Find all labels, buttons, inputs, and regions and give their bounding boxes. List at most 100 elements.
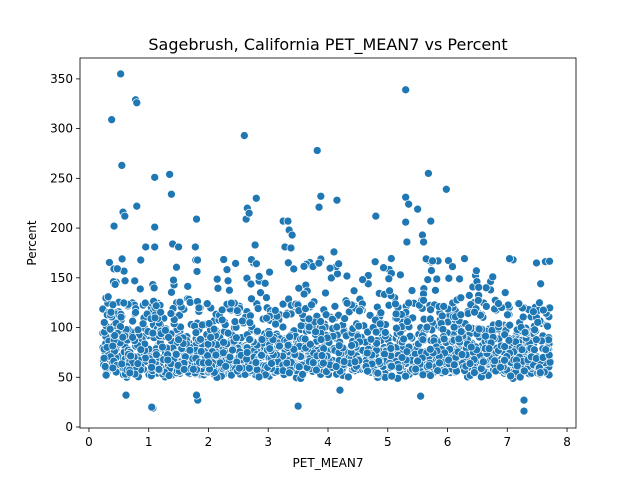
data-point [278,299,288,309]
data-point [423,275,433,285]
data-point [347,341,356,350]
data-point [217,315,227,325]
y-tick-label: 0 [65,420,73,434]
data-point [163,355,173,365]
data-point [136,345,146,355]
data-point [108,341,118,351]
data-point [131,308,140,317]
data-point [503,310,512,320]
data-point [174,335,183,345]
data-point [472,266,481,276]
data-point [196,335,205,344]
data-point [418,370,428,380]
y-axis-label: Percent [25,220,39,265]
data-point [148,328,158,338]
data-point [262,313,271,323]
data-point [419,296,428,305]
x-tick-label: 8 [563,435,571,449]
data-point [194,303,204,313]
data-point [413,204,422,214]
data-point [439,334,449,344]
data-point [328,314,337,324]
data-point [173,361,183,370]
data-point [543,321,552,331]
data-point [132,201,142,211]
data-point [404,199,414,209]
data-point [355,306,364,316]
data-point [488,272,498,282]
y-tick-label: 150 [50,271,73,285]
data-point [192,214,201,224]
data-point [474,324,484,334]
data-point [419,237,428,247]
data-point [504,336,514,345]
data-point [385,286,394,296]
data-point [512,361,522,371]
data-point [394,363,404,373]
data-point [514,299,524,309]
data-point [228,345,237,355]
x-axis-label: PET_MEAN7 [293,456,364,470]
data-point [350,357,360,367]
data-point [545,256,554,266]
data-point [311,327,320,337]
data-point [418,335,428,345]
data-point [294,362,304,372]
data-point [221,362,231,371]
data-point [494,299,503,308]
data-point [218,348,228,358]
data-point [403,317,412,326]
data-point [425,314,435,324]
data-point [505,320,515,330]
data-point [247,294,256,304]
data-point [518,312,528,322]
data-point [296,321,306,331]
data-point [484,344,494,353]
data-point [254,372,264,382]
data-point [117,161,127,170]
data-point [506,371,515,381]
data-point [185,298,195,307]
data-point [371,327,381,337]
data-point [108,300,118,310]
data-point [253,326,262,336]
data-point [517,345,527,355]
data-point [314,258,324,268]
data-point [426,305,435,315]
data-point [366,334,376,344]
data-point [358,275,367,284]
data-point [286,243,296,253]
data-point [457,350,467,359]
data-point [119,298,129,308]
data-point [282,310,291,320]
data-point [140,298,150,308]
data-point [117,254,127,264]
data-point [380,328,390,337]
data-point [262,293,271,302]
data-point [193,255,202,265]
data-point [174,242,183,252]
y-tick-label: 350 [50,72,73,86]
data-point [245,318,255,327]
data-point [165,170,174,179]
data-point [404,298,414,308]
data-point [401,217,411,227]
data-point [535,298,544,308]
data-point [265,267,274,277]
data-point [407,286,417,295]
data-point [304,322,314,332]
data-point [164,332,173,342]
data-point [440,367,450,376]
y-tick-label: 200 [50,221,73,235]
data-point [330,301,340,311]
data-point [133,325,143,335]
data-point [283,216,293,226]
data-point [424,169,433,178]
data-point [244,363,254,373]
data-point [150,313,160,323]
data-point [154,364,164,374]
data-point [244,208,254,218]
data-point [136,255,146,265]
data-point [334,341,344,350]
